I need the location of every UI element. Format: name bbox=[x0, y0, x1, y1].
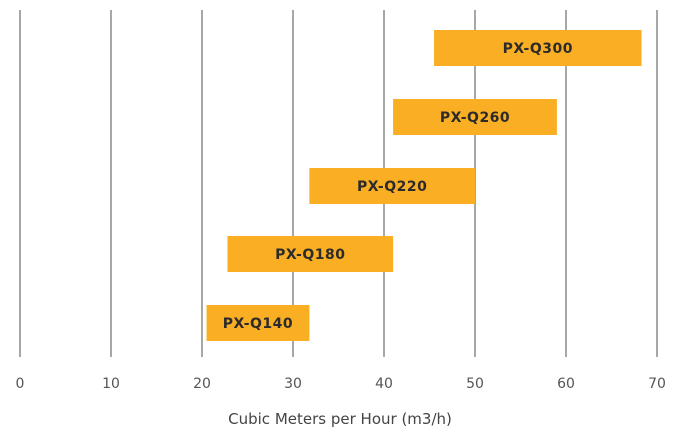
bar-label-px-q220: PX-Q220 bbox=[357, 179, 427, 195]
x-tick-label: 10 bbox=[102, 376, 120, 392]
bar-label-px-q300: PX-Q300 bbox=[503, 41, 573, 57]
bar-px-q300 bbox=[434, 30, 642, 66]
bar-px-q180 bbox=[227, 236, 394, 272]
bars: PX-Q140 PX-Q180 PX-Q220 PX-Q260 PX-Q300 bbox=[206, 30, 642, 341]
bar-px-q220 bbox=[309, 168, 475, 204]
x-tick-label: 40 bbox=[375, 376, 393, 392]
x-axis-title: Cubic Meters per Hour (m3/h) bbox=[228, 410, 452, 428]
x-tick-label: 0 bbox=[16, 376, 25, 392]
bar-label-px-q180: PX-Q180 bbox=[275, 247, 345, 263]
x-tick-labels: 0 10 20 30 40 50 60 70 bbox=[16, 376, 666, 392]
bar-px-q140 bbox=[206, 305, 310, 341]
x-tick-label: 70 bbox=[648, 376, 666, 392]
bar-label-px-q140: PX-Q140 bbox=[223, 316, 293, 332]
bar-px-q260 bbox=[393, 99, 557, 135]
bar-label-px-q260: PX-Q260 bbox=[440, 110, 510, 126]
x-tick-label: 60 bbox=[557, 376, 575, 392]
x-tick-label: 20 bbox=[193, 376, 211, 392]
x-tick-label: 50 bbox=[466, 376, 484, 392]
x-tick-label: 30 bbox=[284, 376, 302, 392]
